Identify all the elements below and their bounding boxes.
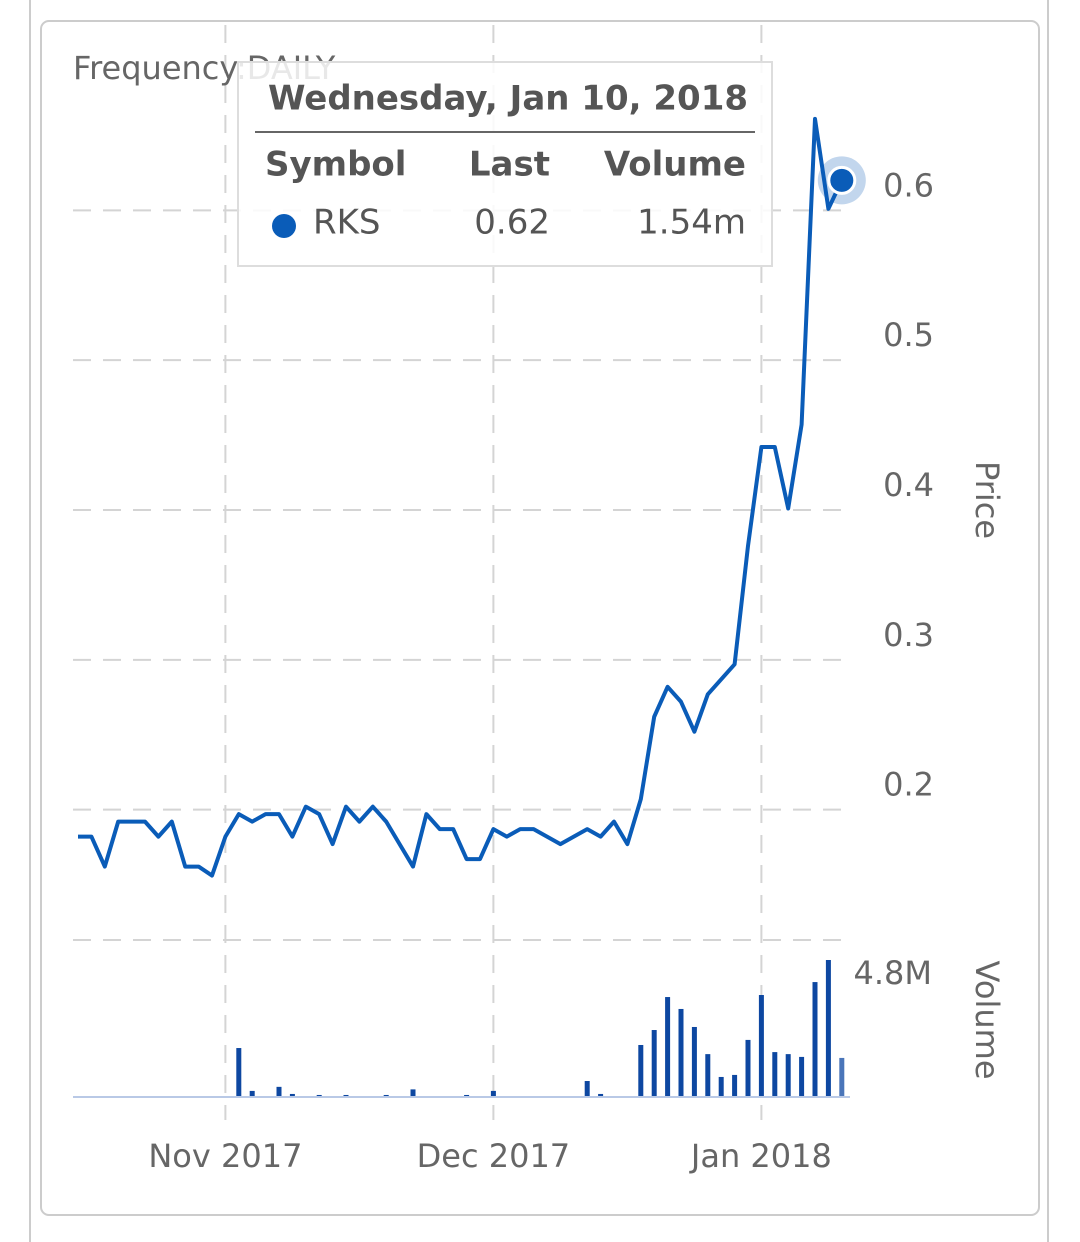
volume-bar <box>825 960 831 1097</box>
volume-bar <box>490 1090 496 1097</box>
tooltip-header: Last <box>469 145 550 185</box>
volume-bar <box>316 1094 322 1097</box>
tooltip-box <box>237 61 773 267</box>
volume-bar <box>732 1074 738 1097</box>
volume-bar <box>705 1054 711 1097</box>
y2-axis-title: Volume <box>968 960 1006 1079</box>
volume-bar <box>276 1086 282 1097</box>
y-tick-label: 0.5 <box>883 316 934 354</box>
y2-tick-label: 4.8M <box>854 954 933 992</box>
volume-bar <box>651 1030 657 1097</box>
card <box>40 20 1040 1216</box>
volume-bar <box>236 1048 242 1097</box>
price-line <box>78 116 844 878</box>
volume-bar <box>772 1052 778 1097</box>
volume-bar <box>665 997 671 1097</box>
volume-bar <box>678 1008 684 1097</box>
volume-bar <box>799 1056 805 1097</box>
volume-bar <box>758 995 764 1097</box>
tooltip-date: Wednesday, Jan 10, 2018 <box>268 79 748 119</box>
volume-bar <box>249 1090 255 1097</box>
volume-bar <box>289 1093 295 1097</box>
tooltip-last: 0.62 <box>474 203 550 243</box>
volume-bar <box>464 1094 470 1097</box>
x-tick-label: Nov 2017 <box>148 1137 302 1175</box>
volume-bar <box>584 1081 590 1097</box>
volume-bar <box>343 1094 349 1097</box>
y-tick-label: 0.2 <box>883 766 934 804</box>
x-tick-label: Jan 2018 <box>689 1137 832 1175</box>
volume-bar <box>785 1054 791 1097</box>
tooltip-volume: 1.54m <box>637 203 746 243</box>
y-axis-title: Price <box>968 461 1006 539</box>
tooltip: Wednesday, Jan 10, 2018 Symbol Last Volu… <box>237 61 773 267</box>
volume-bar <box>812 982 818 1097</box>
hover-point <box>827 165 857 195</box>
volume-bar <box>718 1076 724 1097</box>
x-tick-label: Dec 2017 <box>417 1137 571 1175</box>
y-tick-label: 0.6 <box>883 166 934 204</box>
tooltip-symbol: RKS <box>313 203 381 243</box>
volume-bar <box>839 1057 845 1097</box>
volume-bar <box>745 1039 751 1097</box>
y-tick-label: 0.4 <box>883 466 934 504</box>
tooltip-header: Symbol <box>265 145 406 185</box>
y-tick-label: 0.3 <box>883 616 934 654</box>
plot: Nov 2017 Dec 2017 Jan 2018 0.2 0.3 0.4 0.5 0.6 4… <box>73 25 934 1175</box>
volume-bar <box>598 1093 604 1097</box>
volume-bar <box>383 1094 389 1097</box>
tooltip-marker <box>272 214 296 238</box>
tooltip-header: Volume <box>604 145 746 185</box>
volume-bar <box>638 1044 644 1097</box>
volume-bar <box>691 1026 697 1097</box>
volume-bar <box>410 1089 416 1097</box>
